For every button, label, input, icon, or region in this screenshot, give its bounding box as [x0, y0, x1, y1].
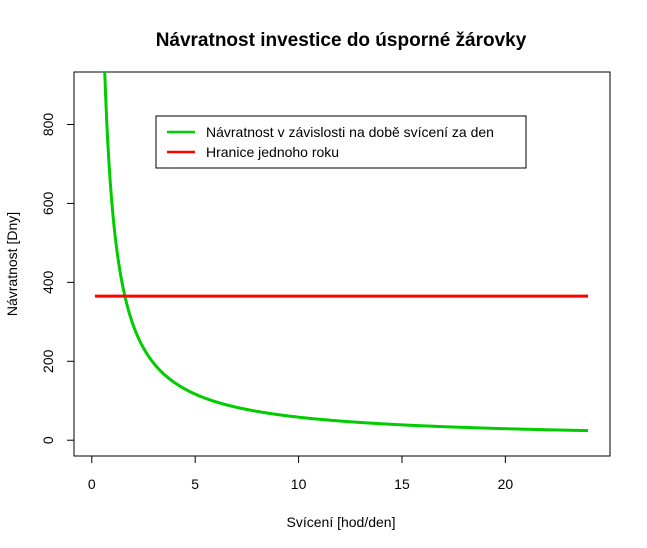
y-tick-label: 600 [40, 192, 56, 216]
y-tick-label: 200 [40, 349, 56, 373]
y-tick-label: 400 [40, 270, 56, 294]
legend-label-growth: Návratnost v závislosti na době svícení … [206, 124, 494, 140]
legend-box [155, 115, 527, 169]
x-tick-label: 10 [291, 476, 307, 492]
legend: Návratnost v závislosti na době svícení … [155, 115, 527, 169]
series-layer [94, 72, 589, 433]
chart-title: Návratnost investice do úsporné žárovky [156, 30, 527, 51]
x-axis-label: Svícení [hod/den] [287, 514, 396, 530]
legend-label-year: Hranice jednoho roku [206, 144, 339, 160]
y-tick-label: 0 [40, 436, 56, 444]
y-axis: 0 200 400 600 800 [40, 113, 75, 444]
x-tick-label: 0 [88, 476, 96, 492]
y-axis-label: Návratnost [Dny] [4, 212, 20, 316]
series-line-growth [103, 72, 589, 433]
x-tick-label: 15 [394, 476, 410, 492]
y-tick-label: 800 [40, 113, 56, 137]
x-tick-label: 20 [498, 476, 514, 492]
x-tick-label: 5 [191, 476, 199, 492]
x-axis: 0 5 10 15 20 [88, 455, 514, 492]
